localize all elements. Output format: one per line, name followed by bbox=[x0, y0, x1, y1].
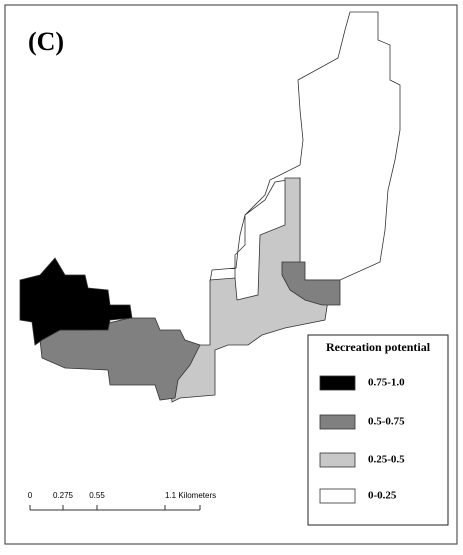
legend-swatch bbox=[319, 375, 356, 391]
region bbox=[169, 177, 329, 403]
scale-bar: 0 0.275 0.55 1.1 Kilometers bbox=[28, 491, 216, 511]
legend-title: Recreation potential bbox=[326, 340, 431, 354]
region bbox=[209, 11, 401, 283]
legend-label: 0.25-0.5 bbox=[368, 454, 405, 466]
scale-label: 0 bbox=[28, 491, 33, 500]
scale-label: 0.55 bbox=[89, 491, 105, 500]
regions bbox=[19, 11, 401, 403]
legend-label: 0.75-1.0 bbox=[368, 377, 405, 389]
legend-swatch bbox=[319, 414, 356, 430]
legend-swatch bbox=[319, 452, 356, 468]
legend-label: 0.5-0.75 bbox=[368, 416, 405, 428]
scale-label: 0.275 bbox=[53, 491, 74, 500]
legend-label: 0-0.25 bbox=[368, 490, 397, 502]
legend-items: 0.75-1.0 0.5-0.75 0.25-0.5 0-0.25 bbox=[319, 375, 405, 504]
scale-label: 1.1 Kilometers bbox=[165, 491, 216, 500]
region bbox=[281, 261, 341, 306]
region bbox=[19, 257, 133, 346]
legend-swatch bbox=[319, 488, 356, 504]
panel-label: (C) bbox=[28, 27, 64, 56]
